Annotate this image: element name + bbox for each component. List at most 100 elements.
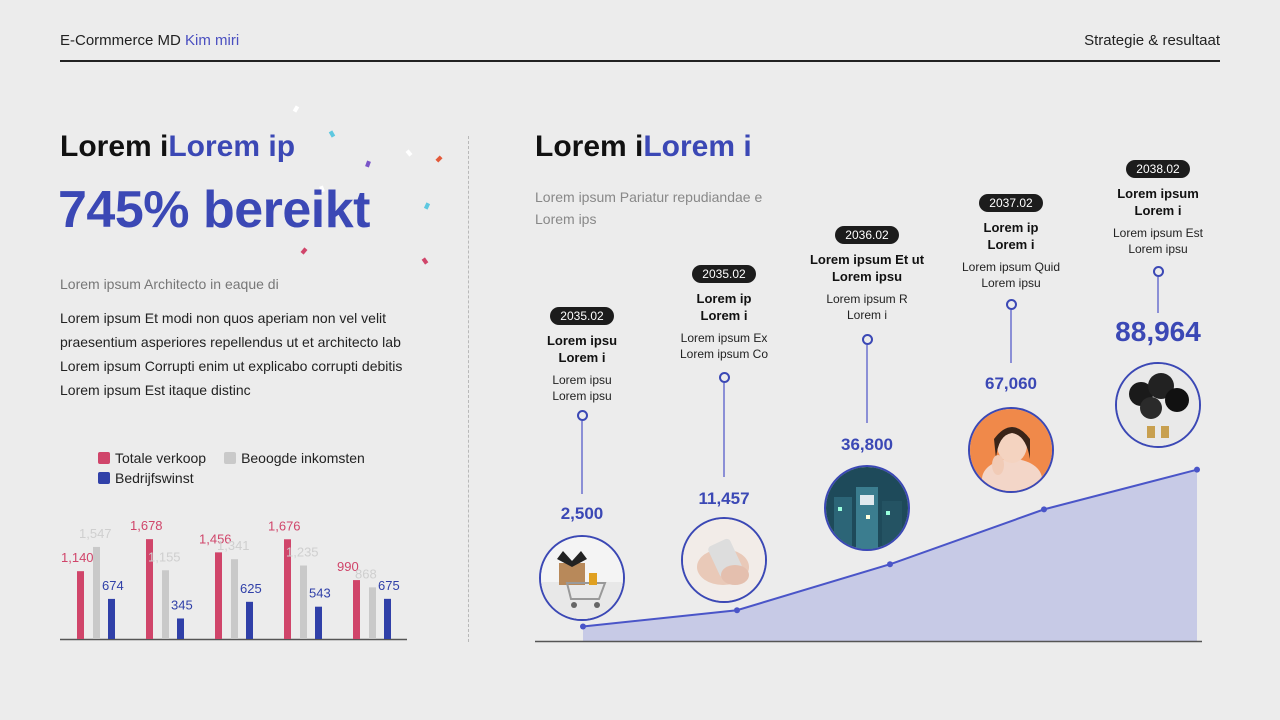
bar-value-label: 1,547 [79, 526, 112, 541]
milestone-title-line: Lorem ipsu [546, 333, 618, 348]
bar-value-label: 1,678 [130, 518, 163, 533]
right-title-accent: Lorem i [643, 130, 752, 163]
milestone-dot [576, 410, 588, 421]
milestone-desc-line: Lorem ipsum Est [1112, 226, 1204, 240]
milestone-description: Lorem ipsum Est Lorem ipsu [1073, 225, 1243, 257]
city-night-photo [824, 465, 910, 551]
milestone-title-line: Lorem i [558, 350, 606, 365]
bar-target [93, 546, 100, 639]
milestone-connector [723, 383, 725, 477]
legend-item-target: Beoogde inkomsten [224, 450, 365, 466]
milestone-value: 11,457 [698, 489, 750, 508]
bar-profit [315, 606, 322, 639]
milestone-3-header: 2036.02 Lorem ipsum Et ut Lorem ipsu Lorem … [782, 226, 952, 323]
right-title: Lorem iLorem i [535, 130, 752, 164]
bar-value-label: 675 [378, 578, 400, 593]
body-line: Lorem ipsum Et modi non quos aperiam non… [60, 310, 387, 326]
milestone-description: Lorem ipsum R Lorem i [782, 291, 952, 323]
legend-label-target: Beoogde inkomsten [241, 450, 365, 466]
bar-target [162, 570, 169, 639]
milestone-2-header: 2035.02 Lorem ip Lorem i Lorem ipsum Ex Lore… [639, 265, 809, 362]
milestone-description: Lorem ipsu Lorem ipsu [497, 372, 667, 404]
bar-profit [177, 618, 184, 639]
milestone-dot [861, 334, 873, 345]
milestone-title-line: Lorem ip [696, 291, 752, 306]
milestone-desc-line: Lorem ipsum Co [679, 347, 769, 361]
milestone-value: 2,500 [560, 504, 604, 523]
milestone-desc-line: Lorem ipsu [981, 276, 1041, 290]
bar-value-label: 1,235 [286, 545, 319, 560]
bar-target [369, 587, 376, 639]
bar-sales [353, 580, 360, 639]
bar-value-label: 345 [171, 597, 193, 612]
bar-value-label: 543 [309, 586, 331, 601]
bar-value-label: 868 [355, 566, 377, 581]
milestone-title: Lorem ip Lorem i [639, 290, 809, 324]
bar-value-label: 1,456 [199, 531, 232, 546]
bar-profit [384, 598, 391, 639]
bar-value-label: 1,155 [148, 549, 181, 564]
bar-value-label: 1,676 [268, 518, 301, 533]
section-label: Strategie & resultaat [1084, 32, 1220, 49]
milestone-value: 88,964 [1115, 316, 1201, 347]
milestone-1-header: 2035.02 Lorem ipsu Lorem i Lorem ipsu Lorem … [497, 307, 667, 404]
legend-swatch-profit [98, 472, 110, 484]
legend-label-sales: Totale verkoop [115, 450, 207, 466]
bar-sales [284, 539, 291, 639]
left-title-accent: Lorem ip [168, 130, 296, 163]
milestone-title: Lorem ipsu Lorem i [497, 332, 667, 366]
milestone-date-pill: 2035.02 [692, 265, 756, 283]
milestone-date-pill: 2035.02 [550, 307, 614, 325]
legend-item-sales: Totale verkoop [98, 450, 206, 466]
milestone-value: 67,060 [985, 374, 1037, 393]
brand-accent: Kim miri [185, 32, 240, 49]
milestone-title-line: Lorem i [987, 237, 1035, 252]
milestone-connector [1157, 277, 1159, 313]
area-point [1194, 466, 1200, 473]
bar-chart-legend: Totale verkoop Beoogde inkomsten Bedrijf… [98, 448, 398, 488]
milestone-description: Lorem ipsum Quid Lorem ipsu [926, 259, 1096, 291]
body-line: praesentium asperiores repellendus ut et… [60, 334, 401, 350]
milestone-date-pill: 2037.02 [979, 194, 1043, 212]
column-divider [468, 136, 469, 642]
milestone-connector [1010, 310, 1012, 363]
bar-profit [246, 601, 253, 639]
milestone-value: 36,800 [841, 435, 893, 454]
bar-value-label: 990 [337, 559, 359, 574]
area-point [887, 561, 893, 568]
legend-swatch-target [224, 452, 237, 464]
milestone-dot [718, 372, 730, 383]
headline-metric: 745% bereikt [58, 181, 370, 239]
milestone-title-line: Lorem i [1134, 203, 1182, 218]
header-brand: E-Cormmerce MD Kim miri [60, 32, 239, 49]
bar-value-label: 1,140 [61, 550, 94, 565]
milestone-5-header: 2038.02 Lorem ipsum Lorem i Lorem ipsum Est… [1073, 160, 1243, 257]
bar-sales [146, 539, 153, 639]
area-point [580, 623, 586, 630]
milestone-dot [1005, 299, 1017, 310]
bar-value-label: 625 [240, 581, 262, 596]
milestone-desc-line: Lorem ipsu [552, 389, 612, 403]
area-fill [583, 469, 1197, 641]
bar-profit [108, 598, 115, 639]
bar-value-label: 1,341 [217, 538, 250, 553]
milestone-4-header: 2037.02 Lorem ip Lorem i Lorem ipsum Quid Lo… [926, 194, 1096, 291]
milestone-dot [1152, 266, 1164, 277]
left-subtitle: Lorem ipsum Architecto in eaque di [60, 276, 279, 292]
area-point [734, 607, 740, 614]
right-title-plain: Lorem i [535, 130, 644, 163]
milestone-desc-line: Lorem i [846, 308, 887, 322]
milestone-title: Lorem ip Lorem i [926, 219, 1096, 253]
body-line: Lorem ipsum Corrupti enim ut explicabo c… [60, 358, 403, 374]
milestone-title: Lorem ipsum Lorem i [1073, 185, 1243, 219]
milestone-title-line: Lorem ipsum [1117, 186, 1199, 201]
black-balloons-photo [1115, 362, 1201, 448]
milestone-description: Lorem ipsum Ex Lorem ipsum Co [639, 330, 809, 362]
milestone-title: Lorem ipsum Et ut Lorem ipsu [782, 251, 952, 285]
bar-value-label: 674 [102, 578, 124, 593]
bar-sales [77, 571, 84, 639]
area-point [1041, 506, 1047, 513]
shopping-cart-gift-photo [539, 535, 625, 621]
header-divider [60, 60, 1220, 62]
left-title: Lorem iLorem ip [60, 130, 295, 164]
